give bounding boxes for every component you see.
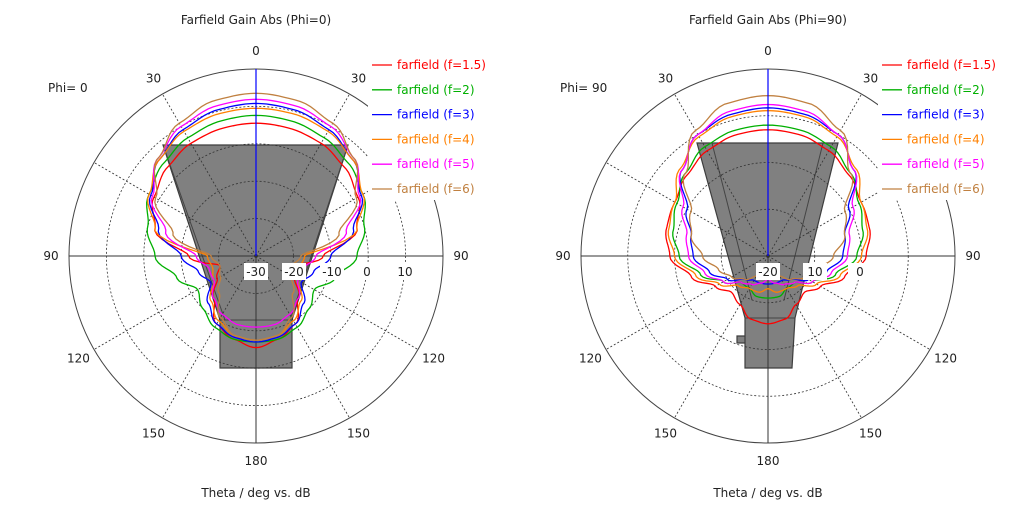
legend-label: farfield (f=6) — [397, 182, 475, 196]
angle-label: 150 — [654, 427, 677, 441]
radial-tick-label: -20 — [284, 265, 304, 279]
series-line-2 — [679, 107, 857, 285]
angle-label: 30 — [658, 71, 673, 85]
grid-spoke — [674, 93, 769, 257]
angle-label: 120 — [934, 352, 957, 366]
legend-label: farfield (f=4) — [907, 132, 985, 146]
grid-spoke — [767, 255, 931, 350]
legend-label: farfield (f=6) — [907, 182, 985, 196]
tick-label-bg — [320, 263, 344, 280]
angle-label: 0 — [764, 44, 772, 58]
angle-label: 150 — [347, 427, 370, 441]
angle-label: 90 — [555, 249, 570, 263]
angle-label: 90 — [965, 249, 980, 263]
angle-label: 0 — [252, 44, 260, 58]
angle-label: 180 — [245, 454, 268, 468]
radial-tick-label: 10 — [807, 265, 822, 279]
x-axis-label: Theta / deg vs. dB — [712, 486, 822, 500]
legend-label: farfield (f=3) — [397, 108, 475, 122]
polar-chart-phi0: 03060901201501801501209030-30-20-10010Fa… — [43, 13, 498, 500]
angle-label: 120 — [422, 352, 445, 366]
series-line-2 — [148, 102, 364, 343]
legend-label: farfield (f=2) — [907, 83, 985, 97]
radial-tick-label: 0 — [363, 265, 371, 279]
tick-label-bg — [803, 263, 827, 280]
radial-tick-label: -30 — [246, 265, 266, 279]
radial-tick-label: 0 — [856, 265, 864, 279]
tick-label-bg — [282, 263, 306, 280]
legend-label: farfield (f=4) — [397, 132, 475, 146]
legend-label: farfield (f=5) — [397, 157, 475, 171]
grid-spoke — [255, 93, 350, 257]
tick-label-bg — [848, 263, 872, 280]
grid-spoke — [674, 255, 769, 419]
grid-spoke — [93, 162, 257, 257]
angle-label: 150 — [142, 427, 165, 441]
phi-label: Phi= 90 — [560, 81, 607, 95]
legend-label: farfield (f=5) — [907, 157, 985, 171]
series-line-4 — [150, 98, 362, 328]
chart-title: Farfield Gain Abs (Phi=90) — [689, 13, 847, 27]
legend-label: farfield (f=3) — [907, 108, 985, 122]
tick-label-bg — [393, 263, 417, 280]
grid-spoke — [162, 255, 257, 419]
angle-label: 90 — [453, 249, 468, 263]
radial-tick-label: -20 — [758, 265, 778, 279]
grid-spoke — [162, 93, 257, 257]
angle-label: 120 — [579, 352, 602, 366]
series-line-0 — [151, 122, 361, 349]
angle-label: 180 — [757, 454, 780, 468]
legend: farfield (f=1.5) farfield (f=2) farfield (… — [368, 54, 498, 200]
legend-label: farfield (f=2) — [397, 83, 475, 97]
radial-tick-label: 10 — [397, 265, 412, 279]
angle-label: 30 — [351, 71, 366, 85]
grid-spoke — [605, 255, 769, 350]
phi-label: Phi= 0 — [48, 81, 88, 95]
angle-label: 150 — [859, 427, 882, 441]
tick-label-bg — [244, 263, 268, 280]
grid-spoke — [767, 93, 862, 257]
series-line-3 — [667, 109, 869, 293]
polar-chart-phi90: 03060901201501801501209030-20100Farfield… — [555, 13, 1008, 500]
legend: farfield (f=1.5) farfield (f=2) farfield (… — [878, 54, 1008, 200]
tick-label-bg — [756, 263, 780, 280]
x-axis-label: Theta / deg vs. dB — [200, 486, 310, 500]
grid-spoke — [255, 255, 350, 419]
angle-label: 90 — [43, 249, 58, 263]
grid-spoke — [255, 255, 419, 350]
series-line-1 — [672, 124, 864, 299]
angle-label: 30 — [146, 71, 161, 85]
grid-spoke — [255, 162, 419, 257]
grid-spoke — [767, 255, 862, 419]
grid-spoke — [93, 255, 257, 350]
legend-label: farfield (f=1.5) — [907, 58, 996, 72]
radial-tick-label: -10 — [322, 265, 342, 279]
legend-background — [368, 54, 498, 200]
angle-label: 120 — [67, 352, 90, 366]
legend-label: farfield (f=1.5) — [397, 58, 486, 72]
tick-label-bg — [355, 263, 379, 280]
angle-label: 30 — [863, 71, 878, 85]
legend-background — [878, 54, 1008, 200]
series-line-5 — [153, 92, 359, 341]
chart-title: Farfield Gain Abs (Phi=0) — [181, 13, 331, 27]
